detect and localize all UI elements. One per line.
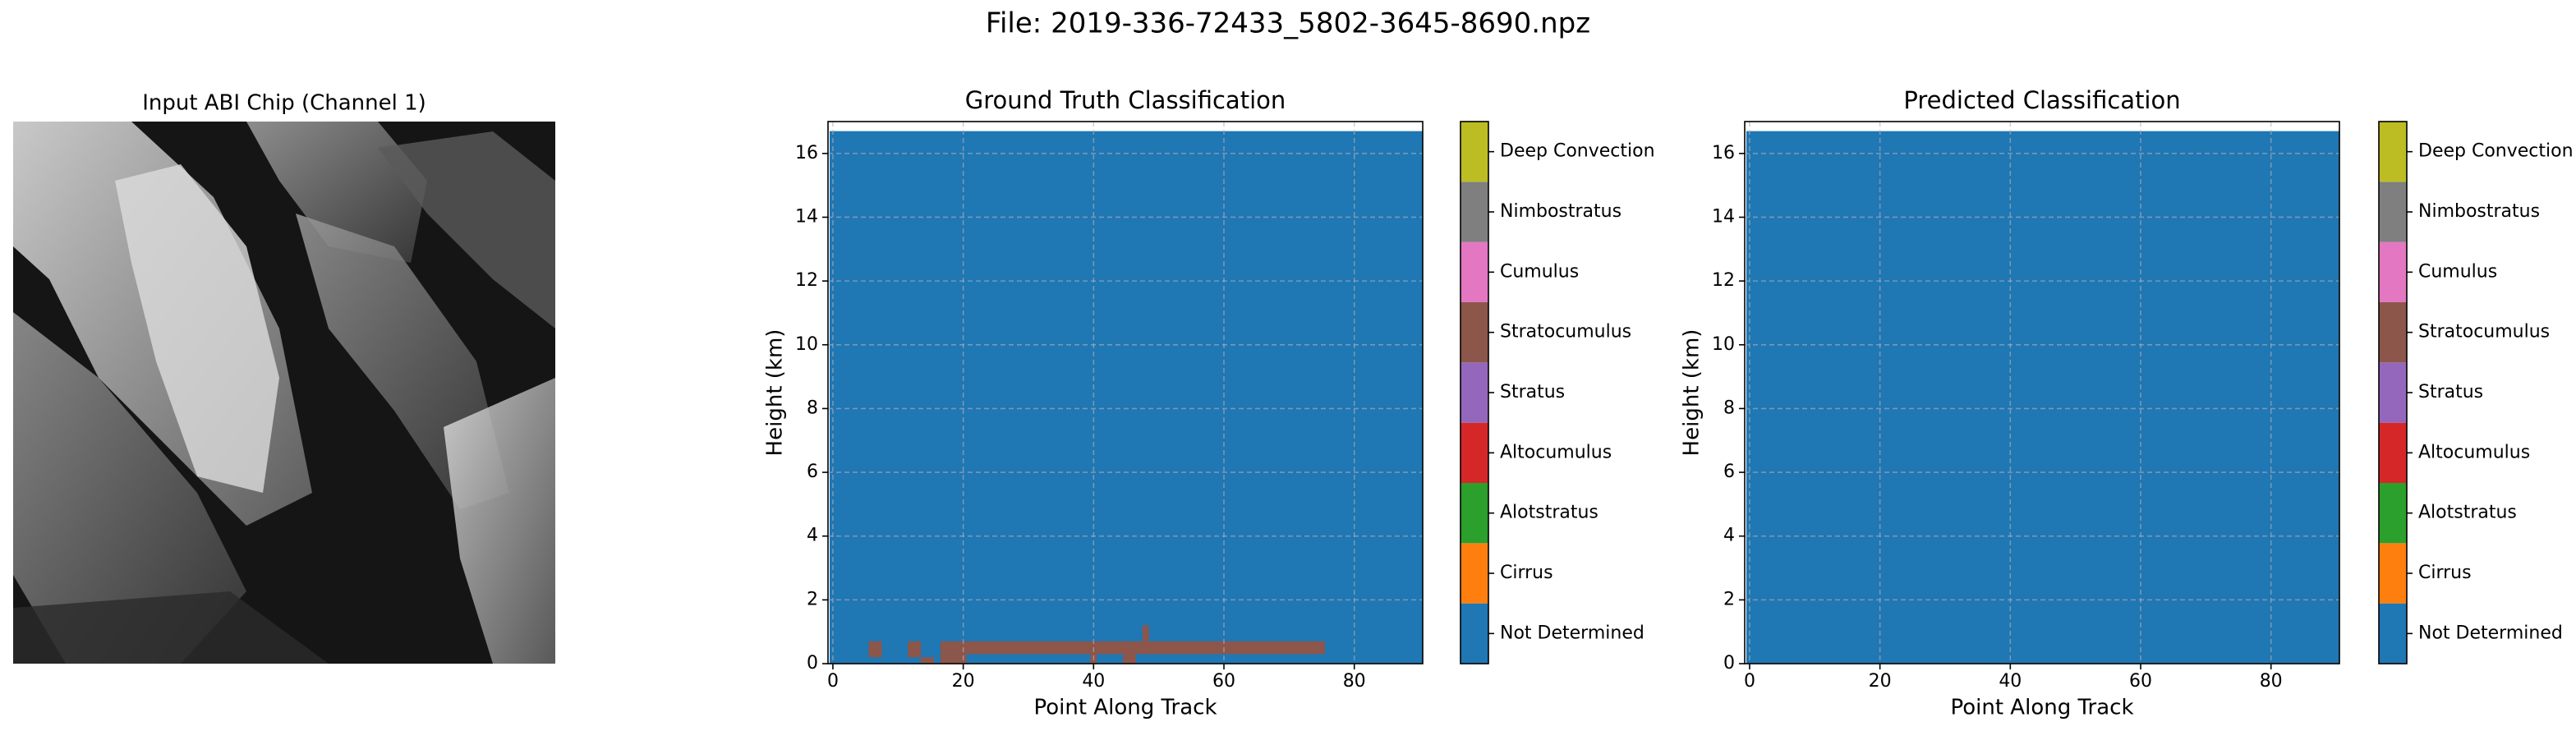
y-tick-label: 14	[795, 206, 818, 227]
axes-frame	[1744, 121, 2340, 664]
colorbar-segment	[2379, 302, 2407, 363]
y-tick-label: 10	[795, 334, 818, 355]
y-axis-label: Height (km)	[1680, 329, 1704, 457]
satellite-image	[13, 122, 555, 664]
colorbar-label: Deep Convection	[1500, 141, 1655, 162]
x-tick-label: 40	[1082, 671, 1105, 692]
class-cell	[940, 654, 967, 664]
y-tick-label: 2	[807, 589, 818, 609]
colorbar-label: Stratocumulus	[1500, 322, 1631, 343]
y-axis-label: Height (km)	[763, 329, 788, 457]
x-axis-label: Point Along Track	[1033, 696, 1217, 720]
y-tick-label: 2	[1723, 589, 1735, 609]
colorbar-segment	[2379, 182, 2407, 242]
colorbar-label: Cirrus	[2418, 563, 2472, 583]
class-cell	[908, 641, 922, 658]
class-cell	[868, 641, 882, 658]
colorbar-segment	[1460, 543, 1488, 604]
x-tick-label: 40	[1999, 671, 2022, 692]
x-tick-label: 60	[2129, 671, 2152, 692]
y-tick-label: 0	[807, 653, 818, 674]
class-cell	[1123, 654, 1136, 664]
colorbar-segment	[1460, 603, 1488, 664]
colorbar-label: Stratus	[1500, 382, 1565, 402]
panel-title: Predicted Classification	[1903, 86, 2180, 114]
colorbar-label: Not Determined	[2418, 623, 2563, 643]
class-cell	[829, 131, 1423, 664]
y-tick-label: 10	[1712, 334, 1735, 355]
y-tick-label: 8	[1723, 398, 1735, 418]
colorbar-label: Cirrus	[1500, 563, 1553, 583]
colorbar-label: Nimbostratus	[2418, 201, 2540, 222]
colorbar-frame	[2378, 121, 2408, 664]
y-tick-label: 6	[1723, 462, 1735, 482]
x-tick-label: 80	[1343, 671, 1366, 692]
colorbar-label: Stratus	[2418, 382, 2483, 402]
colorbar-segment	[1460, 422, 1488, 483]
colorbar-segment	[1460, 302, 1488, 363]
colorbar-segment	[1460, 122, 1488, 182]
x-axis-label: Point Along Track	[1950, 696, 2133, 720]
colorbar-label: Altocumulus	[1500, 442, 1612, 462]
colorbar-label: Alotstratus	[2418, 503, 2517, 523]
class-cell	[1746, 131, 2339, 664]
colorbar-segment	[1460, 182, 1488, 242]
colorbar-segment	[2379, 603, 2407, 664]
colorbar-segment	[2379, 543, 2407, 604]
y-tick-label: 0	[1723, 653, 1735, 674]
colorbar-segment	[1460, 483, 1488, 544]
y-tick-label: 12	[1712, 270, 1735, 291]
colorbar-label: Altocumulus	[2418, 442, 2530, 462]
colorbar-label: Stratocumulus	[2418, 322, 2550, 343]
axes-frame	[827, 121, 1424, 664]
y-tick-label: 12	[795, 270, 818, 291]
colorbar-segment	[2379, 483, 2407, 544]
y-tick-label: 16	[795, 143, 818, 163]
colorbar-label: Not Determined	[1500, 623, 1644, 643]
x-tick-label: 60	[1212, 671, 1235, 692]
y-tick-label: 8	[807, 398, 818, 418]
colorbar-label: Cumulus	[2418, 261, 2497, 282]
colorbar-segment	[1460, 241, 1488, 302]
x-tick-label: 20	[1869, 671, 1892, 692]
colorbar-label: Nimbostratus	[1500, 201, 1622, 222]
colorbar-label: Deep Convection	[2418, 141, 2574, 162]
colorbar-segment	[2379, 422, 2407, 483]
suptitle: File: 2019-336-72433_5802-3645-8690.npz	[986, 7, 1590, 40]
y-tick-label: 4	[807, 526, 818, 546]
colorbar-segment	[1460, 362, 1488, 423]
x-tick-label: 80	[2260, 671, 2283, 692]
colorbar-frame	[1460, 121, 1489, 664]
x-tick-label: 0	[1744, 671, 1755, 692]
y-tick-label: 4	[1723, 526, 1735, 546]
y-tick-label: 16	[1712, 143, 1735, 163]
colorbar-segment	[2379, 362, 2407, 423]
class-cell	[1142, 625, 1149, 641]
class-cell	[921, 657, 934, 664]
panel-title: Input ABI Chip (Channel 1)	[142, 91, 426, 116]
class-cell	[940, 641, 1325, 655]
colorbar-label: Alotstratus	[1500, 503, 1598, 523]
y-tick-label: 6	[807, 462, 818, 482]
colorbar-segment	[2379, 122, 2407, 182]
colorbar-label: Cumulus	[1500, 261, 1579, 282]
colorbar-segment	[2379, 241, 2407, 302]
panel-title: Ground Truth Classification	[965, 86, 1286, 114]
y-tick-label: 14	[1712, 206, 1735, 227]
x-tick-label: 0	[827, 671, 839, 692]
x-tick-label: 20	[952, 671, 975, 692]
